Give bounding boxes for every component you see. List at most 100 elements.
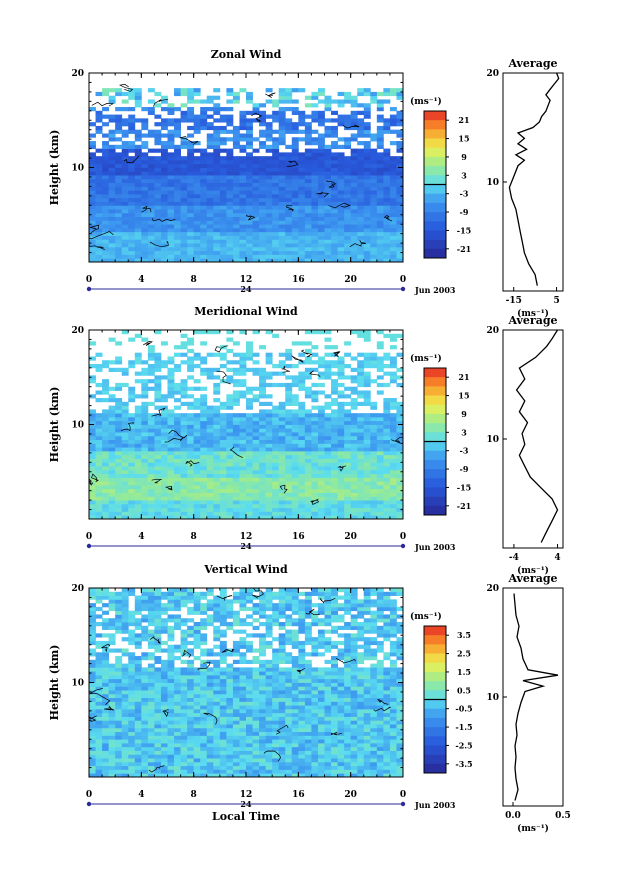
heatmap-cell [272, 447, 279, 451]
heatmap-cell [370, 209, 377, 213]
heatmap-cell [187, 493, 194, 497]
heatmap-cell [213, 758, 220, 762]
heatmap-cell [200, 440, 207, 444]
heatmap-cell [141, 701, 148, 705]
heatmap-cell [292, 130, 299, 134]
heatmap-cell [279, 141, 286, 145]
heatmap-cell [298, 425, 305, 429]
heatmap-cell [370, 243, 377, 247]
heatmap-cell [96, 451, 103, 455]
heatmap-cell [272, 739, 279, 743]
heatmap-cell [338, 224, 345, 228]
heatmap-cell [213, 440, 220, 444]
profile-line [509, 73, 558, 286]
heatmap-cell [226, 728, 233, 732]
heatmap-cell [292, 739, 299, 743]
heatmap-cell [200, 417, 207, 421]
heatmap-cell [344, 375, 351, 379]
heatmap-cell [266, 496, 273, 500]
heatmap-cell [364, 122, 371, 126]
heatmap-cell [220, 728, 227, 732]
heatmap-cell [325, 160, 332, 164]
heatmap-cell [109, 485, 116, 489]
heatmap-cell [253, 709, 260, 713]
heatmap-cell [246, 739, 253, 743]
heatmap-cell [253, 368, 260, 372]
x-tick-label: 0 [400, 532, 406, 542]
heatmap-cell [233, 413, 240, 417]
heatmap-cell [174, 353, 181, 357]
heatmap-cell [89, 485, 96, 489]
heatmap-cell [102, 217, 109, 221]
heatmap-cell [174, 130, 181, 134]
heatmap-cell [351, 390, 358, 394]
heatmap-cell [383, 164, 390, 168]
heatmap-cell [279, 232, 286, 236]
heatmap-cell [318, 205, 325, 209]
heatmap-cell [390, 156, 397, 160]
heatmap-cell [200, 251, 207, 255]
heatmap-cell [148, 353, 155, 357]
heatmap-cell [357, 353, 364, 357]
heatmap-cell [285, 451, 292, 455]
heatmap-cell [246, 751, 253, 755]
heatmap-cell [220, 701, 227, 705]
heatmap-cell [396, 217, 403, 221]
heatmap-cell [148, 402, 155, 406]
heatmap-cell [396, 751, 403, 755]
heatmap-cell [370, 451, 377, 455]
heatmap-cell [338, 171, 345, 175]
heatmap-cell [233, 417, 240, 421]
heatmap-cell [357, 477, 364, 481]
heatmap-cell [161, 413, 168, 417]
heatmap-cell [154, 194, 161, 198]
heatmap-cell [194, 254, 201, 258]
heatmap-cell [174, 205, 181, 209]
heatmap-cells [89, 588, 403, 777]
heatmap-cell [266, 508, 273, 512]
heatmap-cell [253, 447, 260, 451]
heatmap-cell [305, 175, 312, 179]
heatmap-cell [128, 186, 135, 190]
heatmap-cell [148, 443, 155, 447]
colorbar-segment [424, 166, 446, 175]
heatmap-cell [239, 477, 246, 481]
heatmap-cell [259, 186, 266, 190]
heatmap-cell [305, 390, 312, 394]
heatmap-cell [285, 394, 292, 398]
heatmap-cell [187, 758, 194, 762]
heatmap-cell [383, 406, 390, 410]
heatmap-cell [109, 421, 116, 425]
heatmap-cell [213, 508, 220, 512]
heatmap-cell [226, 428, 233, 432]
heatmap-cell [128, 511, 135, 515]
heatmap-cell [305, 152, 312, 156]
heatmap-cell [285, 387, 292, 391]
heatmap-cell [226, 421, 233, 425]
heatmap-cell [148, 251, 155, 255]
heatmap-cell [246, 432, 253, 436]
heatmap-cell [102, 383, 109, 387]
heatmap-cell [298, 137, 305, 141]
heatmap-cell [246, 717, 253, 721]
heatmap-cell [305, 493, 312, 497]
heatmap-cell [194, 701, 201, 705]
heatmap-cell [272, 175, 279, 179]
heatmap-cell [122, 213, 129, 217]
heatmap-cell [272, 194, 279, 198]
heatmap-cell [135, 743, 142, 747]
heatmap-cell [148, 735, 155, 739]
heatmap-cell [154, 758, 161, 762]
heatmap-cell [135, 130, 142, 134]
heatmap-cell [272, 145, 279, 149]
heatmap-cell [102, 198, 109, 202]
heatmap-cell [357, 394, 364, 398]
heatmap-cell [226, 224, 233, 228]
heatmap-cell [246, 126, 253, 130]
heatmap-cell [122, 758, 129, 762]
heatmap-cell [311, 239, 318, 243]
heatmap-cell [141, 402, 148, 406]
heatmap-cell [168, 743, 175, 747]
heatmap-cell [285, 735, 292, 739]
heatmap-cell [266, 156, 273, 160]
